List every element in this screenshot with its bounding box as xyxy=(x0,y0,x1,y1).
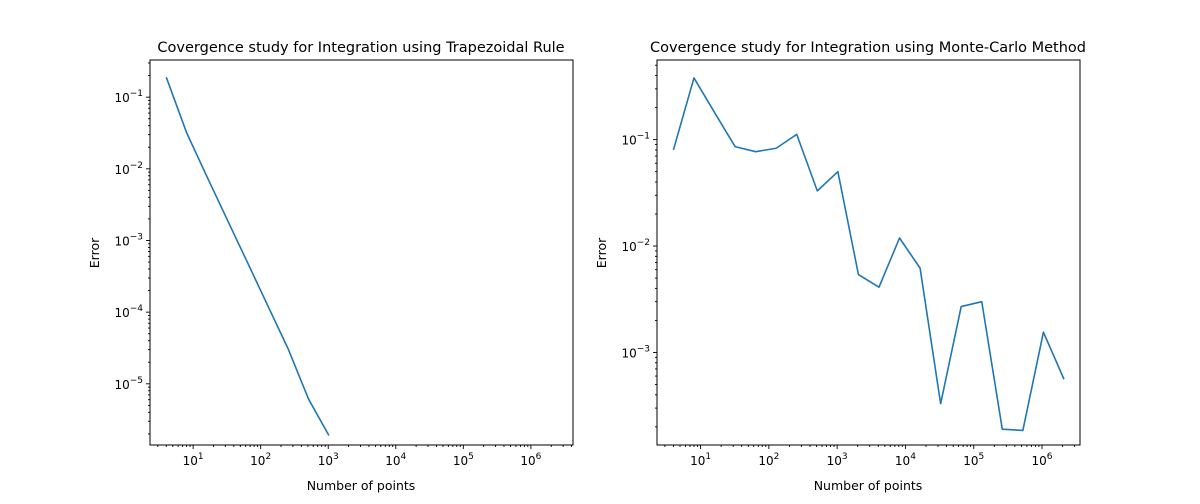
tick-label-exponent: −1 xyxy=(637,132,650,142)
tick-label-exponent: 5 xyxy=(468,452,474,462)
series-marks xyxy=(165,76,330,436)
y-tick-label: 10−1 xyxy=(114,89,143,105)
x-tick-label: 103 xyxy=(827,452,848,468)
x-tick-label: 106 xyxy=(520,452,541,468)
tick-label-base: 10 xyxy=(183,454,198,468)
tick-label-exponent: 6 xyxy=(1047,452,1053,462)
x-tick-label: 104 xyxy=(895,452,916,468)
subplot-title: Covergence study for Integration using T… xyxy=(157,40,564,56)
tick-label-exponent: 2 xyxy=(774,452,780,462)
tick-label-base: 10 xyxy=(1032,454,1047,468)
tick-label-exponent: −1 xyxy=(130,89,143,99)
y-tick-label: 10−2 xyxy=(114,161,143,177)
x-tick-label: 105 xyxy=(453,452,474,468)
x-tick-label: 105 xyxy=(963,452,984,468)
x-tick-label: 102 xyxy=(758,452,779,468)
x-axis-label: Number of points xyxy=(307,478,416,493)
x-axis-label: Number of points xyxy=(814,478,923,493)
plot-frame xyxy=(656,59,1081,446)
tick-label-base: 10 xyxy=(758,454,773,468)
tick-label-base: 10 xyxy=(963,454,978,468)
trapezoidal-subplot: Covergence study for Integration using T… xyxy=(87,40,574,493)
tick-label-exponent: −2 xyxy=(637,238,650,248)
tick-label-exponent: −3 xyxy=(130,232,143,242)
tick-label-base: 10 xyxy=(114,91,129,105)
tick-label-exponent: −5 xyxy=(130,376,143,386)
tick-label-base: 10 xyxy=(621,346,636,360)
tick-label-base: 10 xyxy=(621,134,636,148)
subplot-title: Covergence study for Integration using M… xyxy=(650,40,1086,56)
y-tick-label: 10−2 xyxy=(621,238,650,254)
tick-label-base: 10 xyxy=(114,234,129,248)
tick-label-exponent: −3 xyxy=(637,344,650,354)
y-tick-label: 10−4 xyxy=(114,304,143,320)
x-tick-label: 102 xyxy=(250,452,271,468)
tick-label-exponent: 4 xyxy=(401,452,407,462)
y-tick-label: 10−3 xyxy=(114,232,143,248)
x-tick-label: 101 xyxy=(183,452,204,468)
plot-frame xyxy=(149,59,574,446)
monte-carlo-subplot: Covergence study for Integration using M… xyxy=(594,40,1086,493)
tick-label-base: 10 xyxy=(895,454,910,468)
tick-label-exponent: −4 xyxy=(130,304,144,314)
tick-label-base: 10 xyxy=(385,454,400,468)
y-axis-label: Error xyxy=(87,237,102,268)
tick-label-base: 10 xyxy=(827,454,842,468)
series-line xyxy=(165,76,330,436)
x-tick-label: 103 xyxy=(318,452,339,468)
series-marks xyxy=(672,77,1065,432)
tick-label-exponent: 5 xyxy=(979,452,985,462)
tick-label-exponent: 2 xyxy=(265,452,271,462)
tick-label-exponent: 4 xyxy=(910,452,916,462)
tick-label-exponent: 6 xyxy=(536,452,542,462)
y-axis-label: Error xyxy=(594,237,609,268)
tick-label-base: 10 xyxy=(114,306,129,320)
tick-label-exponent: 1 xyxy=(198,452,204,462)
tick-label-base: 10 xyxy=(250,454,265,468)
series-line xyxy=(672,77,1065,432)
tick-label-base: 10 xyxy=(520,454,535,468)
x-tick-label: 101 xyxy=(690,452,711,468)
tick-label-base: 10 xyxy=(621,240,636,254)
x-tick-label: 106 xyxy=(1032,452,1053,468)
tick-label-exponent: −2 xyxy=(130,161,143,171)
y-tick-label: 10−1 xyxy=(621,132,650,148)
tick-label-base: 10 xyxy=(114,163,129,177)
y-tick-label: 10−5 xyxy=(114,376,143,392)
tick-label-exponent: 3 xyxy=(842,452,848,462)
tick-label-base: 10 xyxy=(453,454,468,468)
tick-label-base: 10 xyxy=(114,378,129,392)
y-tick-label: 10−3 xyxy=(621,344,650,360)
tick-label-base: 10 xyxy=(690,454,705,468)
x-tick-label: 104 xyxy=(385,452,406,468)
tick-label-base: 10 xyxy=(318,454,333,468)
tick-label-exponent: 3 xyxy=(333,452,339,462)
tick-label-exponent: 1 xyxy=(705,452,711,462)
